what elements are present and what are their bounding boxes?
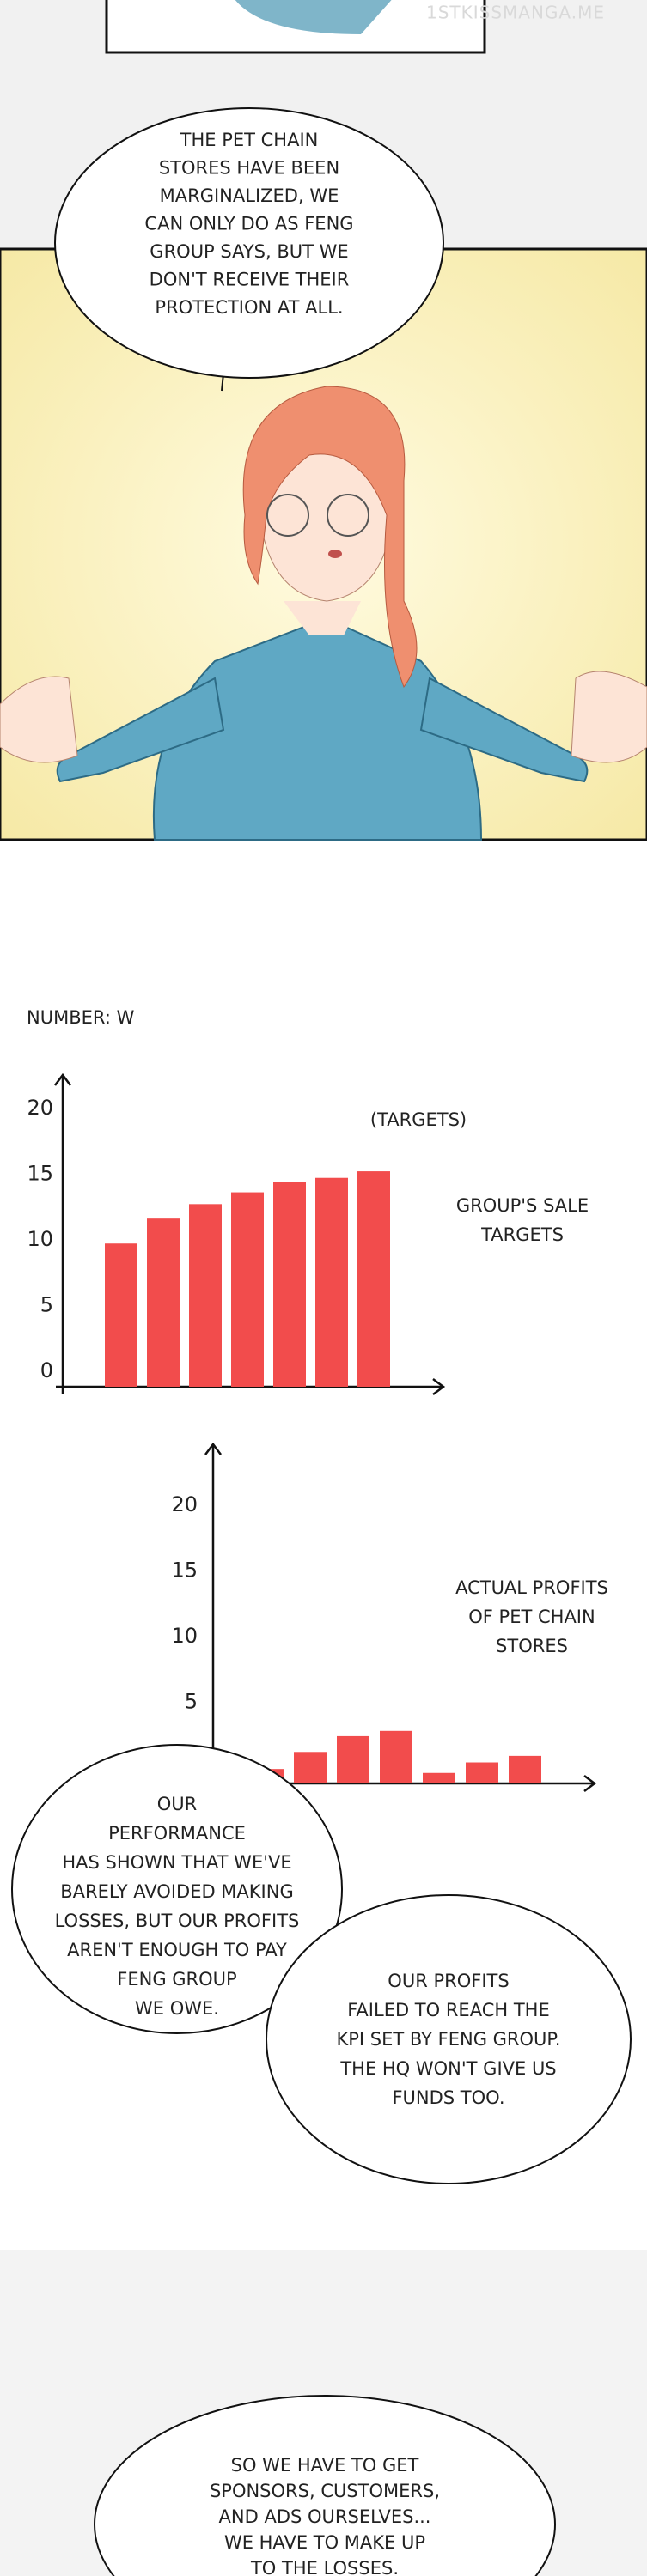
bubble-text: LOSSES, BUT OUR PROFITS (55, 1911, 300, 1931)
bar (337, 1735, 369, 1783)
y-tick-label: 20 (27, 1096, 53, 1120)
bar (105, 1243, 137, 1387)
arrow (583, 1775, 597, 1792)
bubble-text: THE PET CHAIN (180, 130, 319, 150)
bubble-text: OUR (157, 1794, 198, 1814)
speech-bubble (94, 2395, 556, 2576)
arrow (432, 1378, 446, 1395)
bubble-text: STORES HAVE BEEN (159, 158, 339, 179)
y-tick-label: 15 (171, 1558, 198, 1583)
bar (189, 1204, 222, 1387)
bubble-text: AND ADS OURSELVES... (219, 2506, 431, 2527)
bar (423, 1772, 455, 1783)
bubble-text: AREN'T ENOUGH TO PAY (67, 1940, 287, 1960)
chart-label: ACTUAL PROFITS (455, 1577, 608, 1598)
bar (147, 1218, 180, 1387)
bubble-text: CAN ONLY DO AS FENG (144, 214, 353, 234)
bubble-text: OUR PROFITS (388, 1971, 509, 1991)
y-tick-label: 5 (185, 1690, 198, 1714)
bubble-text: SPONSORS, CUSTOMERS, (210, 2481, 440, 2501)
bar (294, 1752, 327, 1783)
bar (509, 1755, 541, 1783)
bubble-text: DON'T RECEIVE THEIR (150, 270, 350, 290)
bubble-text: WE OWE. (135, 1998, 219, 2019)
arrow (54, 1072, 71, 1086)
bubble-text: GROUP SAYS, BUT WE (150, 241, 348, 262)
bubble-text: TO THE LOSSES. (250, 2558, 399, 2576)
speech-bubble (266, 1894, 632, 2184)
chart-label: STORES (496, 1636, 568, 1656)
bubble-text: HAS SHOWN THAT WE'VE (62, 1852, 291, 1873)
y-tick-label: 20 (171, 1492, 198, 1516)
arrow (204, 1442, 222, 1455)
bubble-text: KPI SET BY FENG GROUP. (336, 2029, 560, 2050)
bubble-text: PROTECTION AT ALL. (155, 297, 343, 318)
bubble-text: THE HQ WON'T GIVE US (339, 2058, 556, 2079)
charts: 0 5 10 15 20 NUMBER: W (TARGETS) GROUP'S SALE TA… (27, 1007, 608, 1792)
bubble-text: BARELY AVOIDED MAKING (60, 1881, 294, 1902)
y-axis-label: NUMBER: W (27, 1007, 135, 1028)
bubble-text: FAILED TO REACH THE (347, 2000, 549, 2020)
bubble-text: WE HAVE TO MAKE UP (224, 2532, 425, 2553)
bar (466, 1762, 498, 1783)
bar (273, 1182, 306, 1387)
y-tick-label: 5 (40, 1293, 53, 1317)
bar (380, 1730, 412, 1783)
bubble-text: SO WE HAVE TO GET (231, 2455, 419, 2476)
bar (231, 1192, 264, 1387)
y-tick-label: 10 (27, 1227, 53, 1251)
chart-label: TARGETS (480, 1224, 564, 1245)
texts: THE PET CHAIN STORES HAVE BEEN MARGINALIZE… (55, 130, 561, 2576)
speech-bubble (11, 1744, 343, 2034)
bar (315, 1177, 348, 1387)
speech-bubble (54, 107, 444, 379)
annotation: (TARGETS) (370, 1109, 467, 1130)
chart-label: OF PET CHAIN (468, 1607, 595, 1627)
y-tick-label: 15 (27, 1162, 53, 1186)
bubble-text: PERFORMANCE (108, 1823, 246, 1844)
chart-label: GROUP'S SALE (456, 1195, 589, 1216)
bar (357, 1171, 390, 1387)
watermark: 1STKISSMANGA.ME (426, 3, 605, 23)
bubble-text: FUNDS TOO. (392, 2087, 504, 2108)
y-tick-label: 0 (40, 1358, 53, 1382)
bubble-text: MARGINALIZED, WE (160, 185, 339, 206)
shirt (235, 0, 392, 34)
y-tick-label: 10 (171, 1624, 198, 1648)
bubble-text: FENG GROUP (117, 1969, 236, 1990)
character (0, 386, 647, 841)
